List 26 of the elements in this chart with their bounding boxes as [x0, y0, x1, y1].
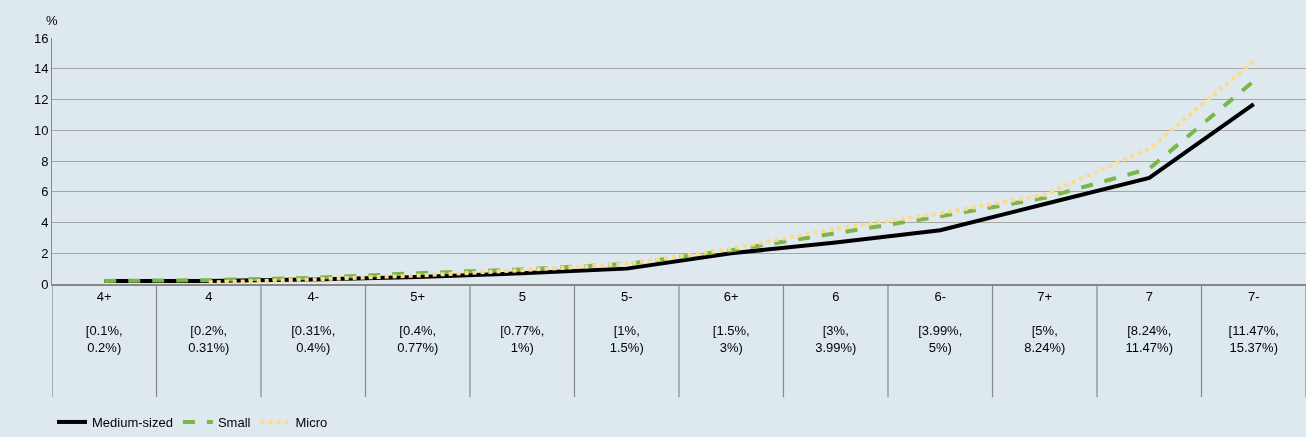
- category-label: 5- [1%, 1.5%): [609, 289, 644, 356]
- category-label: 5+ [0.4%, 0.77%): [397, 289, 439, 356]
- category-label: 7 [8.24%, 11.47%): [1125, 289, 1173, 356]
- category-label: 6+ [1.5%, 3%): [712, 289, 750, 356]
- y-tick-label: 12: [33, 92, 49, 108]
- y-tick-label: 14: [33, 61, 49, 77]
- y-tick-label: 8: [41, 153, 49, 169]
- y-tick-label: 10: [33, 122, 49, 138]
- category-label: 6 [3%, 3.99%): [815, 289, 857, 356]
- y-tick-label: 2: [41, 245, 49, 261]
- category-label: 5 [0.77%, 1%): [500, 289, 545, 356]
- y-tick-label: 0: [41, 276, 49, 292]
- line-series: [206, 59, 1256, 284]
- category-label: 4+ [0.1%, 0.2%): [85, 289, 123, 356]
- y-tick-label: 16: [33, 30, 49, 46]
- category-label: 4 [0.2%, 0.31%): [188, 289, 230, 356]
- category-label: 4- [0.31%, 0.4%): [291, 289, 336, 356]
- y-axis-title: %: [46, 13, 58, 28]
- category-label: 7+ [5%, 8.24%): [1024, 289, 1066, 356]
- category-label: 7- [11.47%, 15.37%): [1228, 289, 1279, 356]
- y-tick-label: 6: [41, 184, 49, 200]
- y-tick-label: 4: [41, 215, 49, 231]
- legend-label: Medium-sized: [92, 415, 173, 431]
- legend-label: Small: [217, 415, 251, 431]
- category-label: 6- [3.99%, 5%): [918, 289, 963, 356]
- legend-label: Micro: [295, 415, 328, 431]
